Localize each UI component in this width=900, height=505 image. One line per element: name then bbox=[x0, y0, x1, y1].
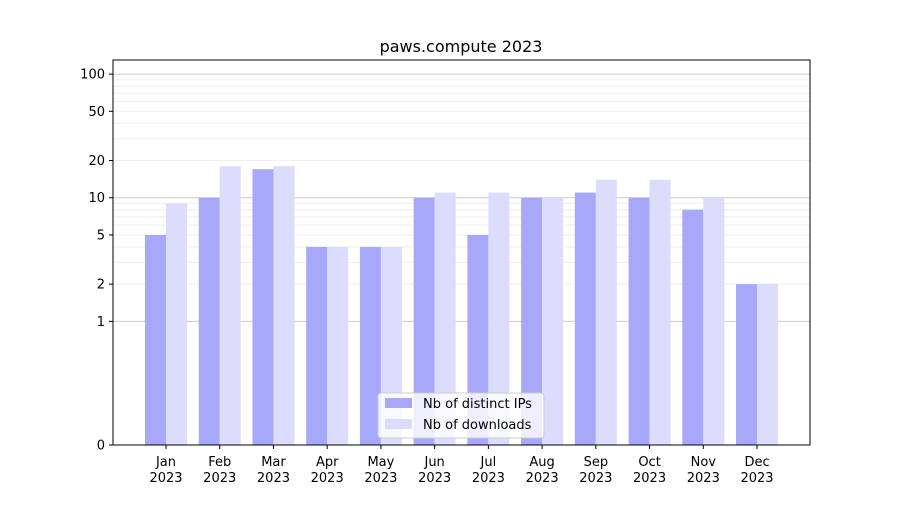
bar-distinct-ips bbox=[682, 209, 704, 445]
bar-downloads bbox=[219, 166, 241, 445]
y-tick-label: 1 bbox=[97, 315, 105, 330]
bar-downloads bbox=[757, 284, 779, 445]
x-tick-label-month: Jul bbox=[480, 455, 497, 470]
legend-label-downloads: Nb of downloads bbox=[423, 418, 532, 433]
bar-downloads bbox=[595, 179, 617, 446]
legend-swatch-downloads bbox=[385, 419, 412, 429]
bar-distinct-ips bbox=[198, 197, 220, 445]
x-tick-label-year: 2023 bbox=[526, 471, 559, 486]
bar-downloads bbox=[166, 203, 187, 445]
x-tick-label-year: 2023 bbox=[633, 471, 666, 486]
chart-title: paws.compute 2023 bbox=[380, 37, 543, 56]
bar-distinct-ips bbox=[359, 246, 381, 445]
x-tick-label-month: Apr bbox=[316, 455, 339, 470]
y-axis: 0 1 2 5 10 20 50 100 bbox=[80, 68, 113, 454]
bar-distinct-ips bbox=[628, 197, 650, 445]
x-tick-label-month: Jan bbox=[155, 455, 176, 470]
x-tick-label-year: 2023 bbox=[579, 471, 612, 486]
y-tick-label: 5 bbox=[97, 228, 105, 243]
x-tick-label-month: Nov bbox=[691, 455, 717, 470]
bar-downloads bbox=[649, 179, 671, 446]
legend: Nb of distinct IPs Nb of downloads bbox=[377, 392, 545, 439]
bar-downloads bbox=[273, 166, 295, 445]
bar-distinct-ips bbox=[413, 197, 435, 445]
x-tick-label-month: Mar bbox=[261, 455, 286, 470]
bar-downloads bbox=[542, 197, 564, 445]
legend-label-distinct-ips: Nb of distinct IPs bbox=[423, 397, 532, 412]
y-tick-label: 100 bbox=[80, 68, 105, 83]
y-tick-label: 50 bbox=[88, 105, 105, 120]
x-tick-label-year: 2023 bbox=[418, 471, 451, 486]
bar-distinct-ips bbox=[521, 197, 543, 445]
x-tick-label-month: Dec bbox=[744, 455, 769, 470]
y-tick-label: 10 bbox=[88, 191, 105, 206]
x-tick-label-month: Jun bbox=[423, 455, 444, 470]
bar-distinct-ips bbox=[574, 192, 596, 445]
x-tick-label-year: 2023 bbox=[149, 471, 182, 486]
y-tick-label: 20 bbox=[88, 154, 105, 169]
x-axis: Jan2023Feb2023Mar2023Apr2023May2023Jun20… bbox=[149, 445, 774, 486]
y-tick-label: 2 bbox=[97, 278, 105, 293]
x-tick-label-month: May bbox=[367, 455, 394, 470]
x-tick-label-year: 2023 bbox=[472, 471, 505, 486]
bar-distinct-ips bbox=[736, 284, 758, 445]
bar-downloads bbox=[327, 246, 349, 445]
x-tick-label-month: Feb bbox=[208, 455, 231, 470]
bar-distinct-ips bbox=[252, 169, 274, 445]
legend-swatch-distinct-ips bbox=[385, 398, 412, 408]
bar-distinct-ips bbox=[145, 234, 166, 445]
legend-box bbox=[377, 392, 545, 439]
x-tick-label-month: Aug bbox=[529, 455, 554, 470]
x-tick-label-year: 2023 bbox=[687, 471, 720, 486]
y-tick-label: 0 bbox=[97, 439, 105, 454]
x-tick-label-year: 2023 bbox=[311, 471, 344, 486]
bar-downloads bbox=[434, 192, 456, 445]
x-tick-label-month: Sep bbox=[584, 455, 609, 470]
bar-downloads bbox=[703, 197, 725, 445]
bar-downloads bbox=[488, 192, 510, 445]
x-tick-label-year: 2023 bbox=[257, 471, 290, 486]
bar-distinct-ips bbox=[467, 234, 489, 445]
bar-distinct-ips bbox=[306, 246, 328, 445]
x-tick-label-year: 2023 bbox=[364, 471, 397, 486]
x-tick-label-month: Oct bbox=[638, 455, 660, 470]
plot-frame bbox=[112, 59, 811, 446]
x-tick-label-year: 2023 bbox=[203, 471, 236, 486]
x-tick-label-year: 2023 bbox=[740, 471, 773, 486]
